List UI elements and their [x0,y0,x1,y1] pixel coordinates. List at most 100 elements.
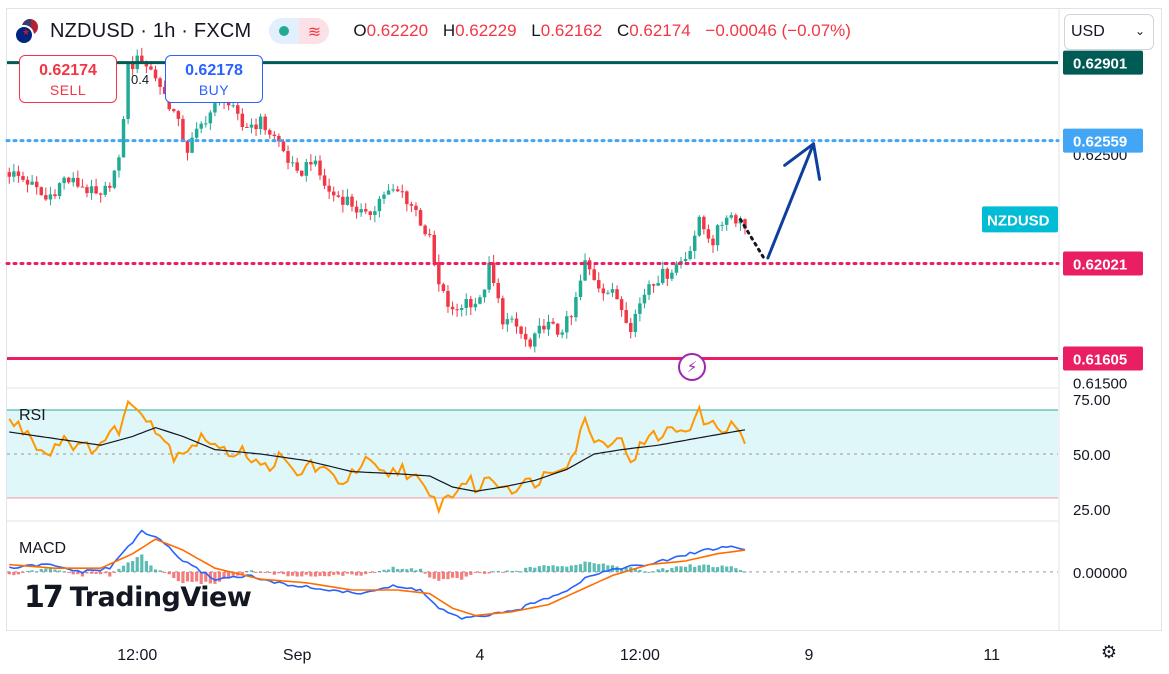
candle-body [181,118,185,141]
macd-histogram-bar [656,569,660,572]
macd-histogram-bar [71,571,75,575]
candle-body [12,171,16,177]
symbol-label: NZDUSD [987,212,1050,229]
candle-body [519,326,523,334]
candle-body [231,105,235,107]
macd-histogram-bar [57,570,62,572]
macd-histogram-bar [185,571,190,582]
rsi-line [8,399,746,515]
macd-histogram-bar [103,571,107,574]
macd-histogram-bar [300,571,304,577]
market-status-pill[interactable]: ≋ [269,18,330,44]
symbol-title[interactable]: NZDUSD · 1h · FXCM [50,19,252,42]
candle-body [304,162,309,176]
macd-histogram-bar [725,566,729,572]
settings-icon[interactable]: ⚙ [1100,642,1118,663]
macd-histogram-bar [364,571,368,575]
time-tick-label: 12:00 [620,647,660,664]
currency-value: USD [1071,23,1105,40]
price-tick-label: 0.61500 [1073,375,1127,392]
macd-histogram-bar [16,571,21,575]
candle-body [208,112,213,124]
macd-histogram-bar [382,569,386,572]
macd-histogram-bar [181,571,185,584]
candle-body [619,299,624,311]
candle-body [546,321,551,330]
macd-histogram-bar [697,565,701,572]
candle-body [638,303,642,314]
candle-body [176,111,181,119]
candle-body [473,303,478,308]
macd-histogram-bar [546,565,551,572]
macd-histogram-bar [309,571,313,577]
candle-body [395,189,400,192]
candle-body [606,292,610,294]
macd-histogram-bar [153,569,158,572]
candle-body [236,105,240,114]
candle-body [80,186,85,188]
macd-histogram-bar [492,571,496,573]
macd-tick-label: 0.00000 [1073,565,1127,582]
candle-body [692,235,697,251]
buy-label: BUY [198,82,230,98]
macd-histogram-bar [414,570,418,572]
candle-body [459,307,464,310]
time-tick-label: Sep [283,647,312,664]
candle-body [48,194,53,200]
sell-button[interactable]: 0.62174 SELL [19,55,117,103]
time-tick-label: 11 [983,647,1000,664]
macd-histogram-bar [688,564,692,572]
candle-body [263,116,267,131]
macd-histogram-bar [359,571,363,576]
macd-histogram-bar [679,566,683,572]
candle-body [423,225,427,235]
candle-body [89,186,94,194]
candle-body [651,284,656,286]
macd-histogram-bar [432,571,436,579]
candle-body [615,289,619,300]
macd-histogram-bar [565,566,569,572]
candle-body [647,284,651,295]
macd-histogram-bar [259,571,263,573]
candle-body [400,191,405,193]
candle-body [624,310,628,323]
candle-body [112,170,117,188]
resistance-price-label: 0.62901 [1073,56,1127,73]
candle-body [295,162,299,171]
macd-histogram-bar [560,566,564,572]
candle-body [386,190,391,195]
lightning-icon[interactable]: ⚡ [678,353,706,381]
macd-histogram-bar [190,571,194,583]
macd-histogram-bar [674,566,679,572]
currency-select[interactable]: USD ⌄ [1064,14,1154,50]
macd-histogram-bar [268,571,272,573]
rsi-title: RSI [19,407,46,424]
candle-body [21,176,25,180]
candle-body [172,109,176,112]
rsi-ma-line [9,426,746,493]
candle-body [391,189,395,191]
buy-button[interactable]: 0.62178 BUY [165,55,263,103]
chevron-down-icon: ⌄ [1134,24,1145,38]
candle-body [322,175,327,186]
candle-body [514,318,519,327]
macd-histogram-bar [533,567,537,572]
macd-histogram-bar [524,567,528,572]
candle-body [583,260,587,281]
candle-body [688,250,692,260]
candle-body [286,151,290,163]
macd-histogram-bar [418,568,423,572]
candle-body [642,294,647,304]
macd-histogram-bar [85,571,89,574]
macd-histogram-bar [336,571,340,575]
resistance-label-box [1063,50,1143,75]
macd-histogram-bar [396,568,400,572]
candle-body [441,284,446,291]
macd-histogram-bar [217,571,222,582]
projection-dotted-line [738,217,766,260]
candle-body [249,124,254,128]
candle-body [76,177,80,187]
macd-histogram-bar [167,571,171,575]
candle-body [103,185,107,195]
